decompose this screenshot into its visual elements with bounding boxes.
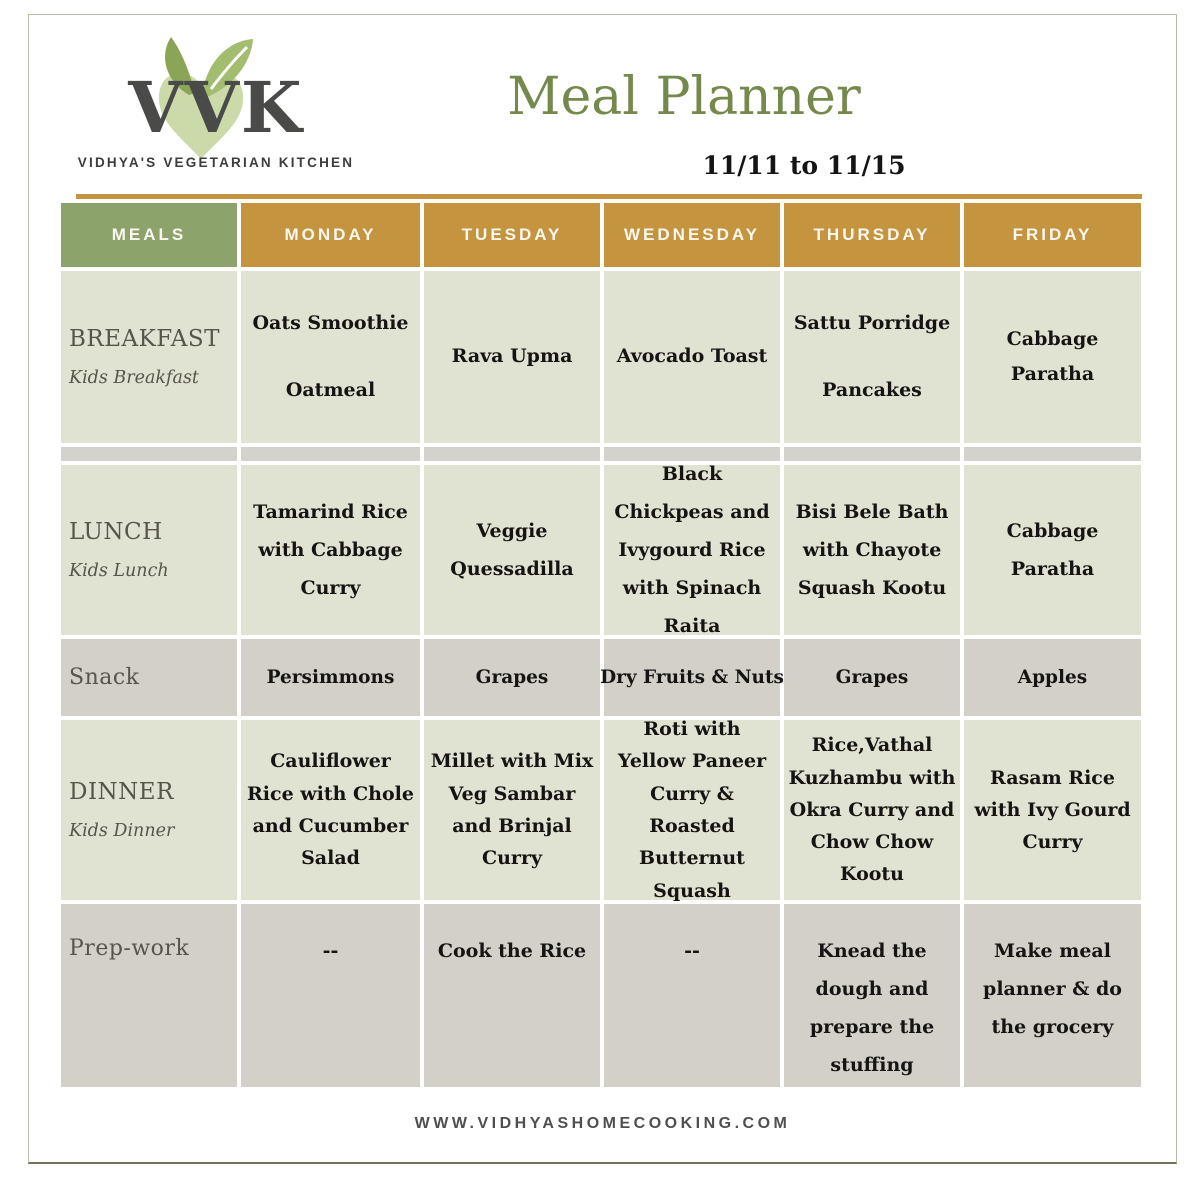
prep-cell-monday: --: [241, 904, 420, 1087]
meal-item: Dry Fruits & Nuts: [600, 666, 784, 688]
row-sublabel-text: Kids Dinner: [69, 821, 175, 841]
meal-item: Apples: [1017, 666, 1088, 688]
prep-cell-friday: Make meal planner & do the grocery: [964, 904, 1141, 1087]
meal-item: Pancakes: [822, 379, 922, 401]
meal-item: Tamarind Rice with Cabbage Curry: [253, 501, 408, 599]
spacer-cell: [964, 447, 1141, 461]
meal-cell-snack-wednesday: Dry Fruits & Nuts: [600, 639, 784, 716]
prep-item: --: [684, 940, 700, 962]
spacer-cell: [604, 447, 780, 461]
meal-cell-breakfast-monday: Oats Smoothie Oatmeal: [241, 271, 420, 443]
column-header-thursday: THURSDAY: [784, 203, 960, 267]
website-url: WWW.VIDHYASHOMECOOKING.COM: [414, 1115, 791, 1132]
row-label-snack: Snack: [61, 639, 237, 716]
row-sublabel-text: Kids Breakfast: [69, 368, 199, 388]
meal-item: Roti with Yellow Paneer Curry & Roasted …: [617, 718, 767, 902]
prep-item: --: [322, 940, 339, 962]
prep-cell-thursday: Knead the dough and prepare the stuffing: [784, 904, 960, 1087]
meal-item: Rava Upma: [451, 345, 573, 368]
meal-cell-snack-friday: Apples: [964, 639, 1141, 716]
spacer-cell: [241, 447, 420, 461]
row-label-text: Snack: [69, 665, 140, 690]
page-title: Meal Planner: [507, 67, 861, 127]
meal-cell-snack-thursday: Grapes: [784, 639, 960, 716]
meal-item: Millet with Mix Veg Sambar and Brinjal C…: [430, 750, 594, 870]
meal-cell-snack-monday: Persimmons: [241, 639, 420, 716]
column-header-tuesday: TUESDAY: [424, 203, 600, 267]
row-label-prep-work: Prep-work: [61, 904, 237, 1087]
prep-item: Cook the Rice: [437, 940, 587, 962]
logo-text: VVK: [128, 66, 304, 149]
meal-cell-dinner-monday: Cauliflower Rice with Chole and Cucumber…: [241, 720, 420, 900]
meal-cell-dinner-friday: Rasam Rice with Ivy Gourd Curry: [964, 720, 1141, 900]
meal-item: Cauliflower Rice with Chole and Cucumber…: [247, 750, 414, 870]
meal-item: Bisi Bele Bath with Chayote Squash Kootu: [795, 501, 949, 599]
meal-cell-lunch-friday: Cabbage Paratha: [964, 465, 1141, 635]
row-label-dinner: DINNER Kids Dinner: [61, 720, 237, 900]
planner-table: MEALS MONDAY TUESDAY WEDNESDAY THURSDAY …: [61, 203, 1141, 1087]
row-label-lunch: LUNCH Kids Lunch: [61, 465, 237, 635]
meal-item: Persimmons: [266, 666, 395, 688]
meal-item: Grapes: [475, 666, 549, 688]
meal-cell-breakfast-tuesday: Rava Upma: [424, 271, 600, 443]
meal-cell-dinner-tuesday: Millet with Mix Veg Sambar and Brinjal C…: [424, 720, 600, 900]
date-range: 11/11 to 11/15: [702, 151, 906, 180]
planner-card: VVK VIDHYA'S VEGETARIAN KITCHEN Meal Pla…: [28, 14, 1177, 1164]
meal-item: Oats Smoothie: [252, 311, 409, 334]
prep-cell-tuesday: Cook the Rice: [424, 904, 600, 1087]
row-label-breakfast: BREAKFAST Kids Breakfast: [61, 271, 237, 443]
column-header-monday: MONDAY: [241, 203, 420, 267]
prep-item: Make meal planner & do the grocery: [983, 940, 1122, 1038]
vvk-logo: VVK VIDHYA'S VEGETARIAN KITCHEN: [66, 31, 366, 181]
meal-cell-breakfast-thursday: Sattu Porridge Pancakes: [784, 271, 960, 443]
accent-strip: [76, 194, 1142, 199]
meal-cell-dinner-thursday: Rice,Vathal Kuzhambu with Okra Curry and…: [784, 720, 960, 900]
row-label-text: Prep-work: [69, 936, 190, 961]
meal-item: Grapes: [835, 666, 909, 688]
meal-item: Avocado Toast: [616, 345, 768, 368]
leaf-heart-icon: [158, 37, 253, 159]
meal-item: Cabbage Paratha: [1006, 327, 1099, 385]
meal-cell-breakfast-wednesday: Avocado Toast: [604, 271, 780, 443]
prep-item: Knead the dough and prepare the stuffing: [809, 940, 935, 1076]
column-header-wednesday: WEDNESDAY: [604, 203, 780, 267]
row-label-text: DINNER: [69, 779, 174, 805]
meal-cell-lunch-monday: Tamarind Rice with Cabbage Curry: [241, 465, 420, 635]
meal-item: Veggie Quessadilla: [450, 520, 574, 580]
brand-tagline: VIDHYA'S VEGETARIAN KITCHEN: [77, 155, 355, 170]
row-label-text: BREAKFAST: [69, 326, 220, 352]
meal-cell-lunch-wednesday: Black Chickpeas and Ivygourd Rice with S…: [604, 463, 780, 637]
meal-item: Black Chickpeas and Ivygourd Rice with S…: [614, 463, 770, 637]
meal-item: Rasam Rice with Ivy Gourd Curry: [974, 766, 1131, 854]
meal-cell-breakfast-friday: Cabbage Paratha: [964, 271, 1141, 443]
meal-cell-lunch-tuesday: Veggie Quessadilla: [424, 465, 600, 635]
meal-cell-dinner-wednesday: Roti with Yellow Paneer Curry & Roasted …: [604, 718, 780, 902]
spacer-cell: [424, 447, 600, 461]
column-header-friday: FRIDAY: [964, 203, 1141, 267]
meal-item: Rice,Vathal Kuzhambu with Okra Curry and…: [788, 734, 956, 886]
meal-item: Cabbage Paratha: [1006, 520, 1099, 580]
spacer-cell: [61, 447, 237, 461]
column-header-meals: MEALS: [61, 203, 237, 267]
spacer-cell: [784, 447, 960, 461]
meal-item: Oatmeal: [285, 379, 376, 401]
meal-item: Sattu Porridge: [793, 311, 951, 334]
meal-cell-snack-tuesday: Grapes: [424, 639, 600, 716]
row-sublabel-text: Kids Lunch: [69, 561, 169, 581]
row-label-text: LUNCH: [69, 519, 163, 545]
prep-cell-wednesday: --: [604, 904, 780, 1087]
meal-cell-lunch-thursday: Bisi Bele Bath with Chayote Squash Kootu: [784, 465, 960, 635]
